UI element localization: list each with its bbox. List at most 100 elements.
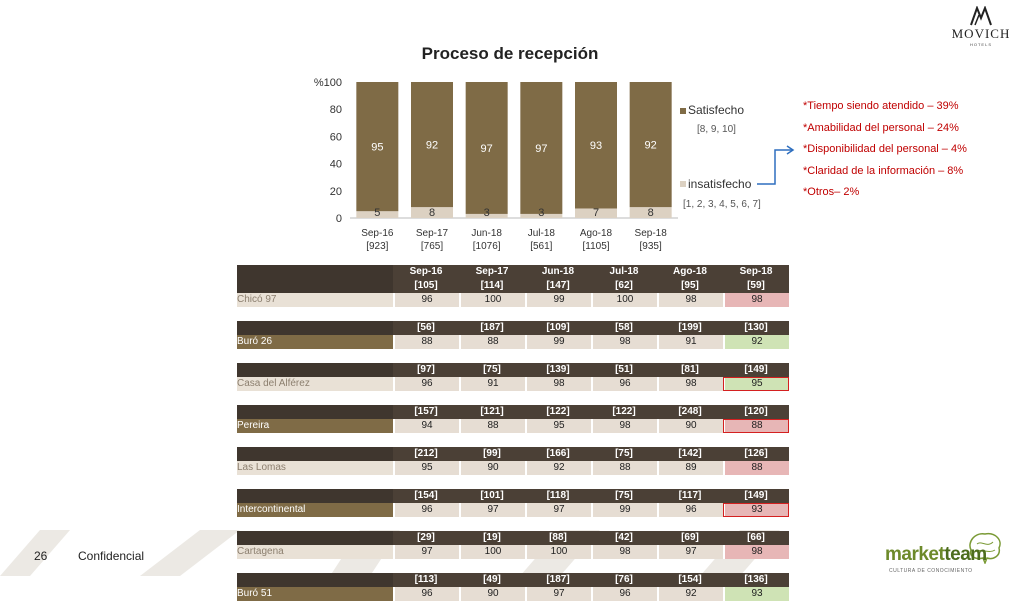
table-row: Las Lomas 95 90 92 88 89 88 — [237, 461, 789, 475]
row-n-value: [99] — [459, 447, 525, 461]
bar-satisfecho — [356, 82, 399, 212]
note-claridad: *Claridad de la información – 8% — [803, 165, 964, 177]
row-n-value: [117] — [657, 489, 723, 503]
row-n-value: [187] — [525, 573, 591, 587]
y-tick-label: 40 — [330, 159, 342, 171]
hotel-satisfaction-table: Sep-16 Sep-17 Jun-18 Jul-18 Ago-18 Sep-18 [105… — [237, 265, 789, 601]
row-n-value: [58] — [591, 321, 657, 335]
table-spacer-cell — [237, 391, 789, 405]
row-n-value: [49] — [459, 573, 525, 587]
row-n-value: [69] — [657, 531, 723, 545]
satisfaction-value: 97 — [657, 545, 723, 559]
x-tick-n-label: [1076] — [473, 241, 501, 252]
legend-satisfecho-swatch — [680, 108, 686, 114]
bar-insatisfecho — [356, 211, 399, 218]
table-header-empty — [237, 265, 393, 279]
y-tick-label: %100 — [314, 77, 342, 89]
table-n-row: [113] [49] [187] [76] [154] [136] — [237, 573, 789, 587]
satisfaction-value: 88 — [459, 335, 525, 349]
data-label-satisfecho: 92 — [426, 140, 438, 152]
row-n-value: [113] — [393, 573, 459, 587]
satisfaction-value: 92 — [525, 461, 591, 475]
satisfaction-value: 99 — [525, 335, 591, 349]
table-n-row-empty — [237, 573, 393, 587]
table-spacer-cell — [237, 559, 789, 573]
row-n-value: [75] — [591, 489, 657, 503]
data-label-insatisfecho: 8 — [648, 207, 654, 219]
y-tick-label: 60 — [330, 131, 342, 143]
row-n-value: [154] — [657, 573, 723, 587]
table-n-row: [29] [19] [88] [42] [69] [66] — [237, 531, 789, 545]
satisfaction-value: 97 — [525, 503, 591, 517]
marketteam-name: marketteam — [885, 544, 987, 566]
satisfaction-value: 96 — [393, 503, 459, 517]
row-n-value: [101] — [459, 489, 525, 503]
row-n-value: [121] — [459, 405, 525, 419]
satisfaction-value: 98 — [657, 377, 723, 391]
row-n-value: [109] — [525, 321, 591, 335]
data-label-satisfecho: 97 — [481, 143, 493, 155]
table-spacer — [237, 559, 789, 573]
satisfaction-value: 90 — [459, 587, 525, 601]
bar-insatisfecho — [465, 213, 508, 218]
table-spacer-cell — [237, 517, 789, 531]
column-header-n: [95] — [657, 279, 723, 293]
x-tick-label: Ago-18 — [580, 228, 613, 239]
legend-satisfecho-scale: [8, 9, 10] — [697, 124, 736, 135]
data-label-insatisfecho: 3 — [484, 207, 490, 219]
data-label-insatisfecho: 7 — [593, 207, 599, 219]
table-n-row: [97] [75] [139] [51] [81] [149] — [237, 363, 789, 377]
row-n-value: [66] — [723, 531, 789, 545]
hotel-name: Pereira — [237, 419, 393, 433]
column-header-n: [59] — [723, 279, 789, 293]
bar-insatisfecho — [411, 207, 453, 218]
satisfaction-value: 90 — [459, 461, 525, 475]
satisfaction-value: 95 — [393, 461, 459, 475]
table-n-row-empty — [237, 405, 393, 419]
row-n-value: [76] — [591, 573, 657, 587]
notes-arrow-icon — [757, 145, 795, 185]
table-n-row: [212] [99] [166] [75] [142] [126] — [237, 447, 789, 461]
row-n-value: [42] — [591, 531, 657, 545]
hotel-name: Las Lomas — [237, 461, 393, 475]
row-n-value: [75] — [459, 363, 525, 377]
bar-satisfecho — [465, 82, 508, 214]
row-n-value: [154] — [393, 489, 459, 503]
satisfaction-value: 95 — [723, 377, 789, 391]
row-n-value: [187] — [459, 321, 525, 335]
column-header-n: [105] — [393, 279, 459, 293]
marketteam-name-b: team — [944, 544, 987, 565]
bar-insatisfecho — [520, 213, 563, 218]
row-n-value: [199] — [657, 321, 723, 335]
hotel-name: Intercontinental — [237, 503, 393, 517]
satisfaction-value: 98 — [591, 419, 657, 433]
satisfaction-value: 98 — [723, 293, 789, 307]
hotel-name: Buró 51 — [237, 587, 393, 601]
column-header-n: [114] — [459, 279, 525, 293]
page-number: 26 — [34, 549, 48, 563]
note-amabilidad: *Amabilidad del personal – 24% — [803, 122, 959, 134]
legend-satisfecho-label: Satisfecho — [688, 103, 745, 117]
row-n-value: [157] — [393, 405, 459, 419]
note-disponibilidad: *Disponibilidad del personal – 4% — [803, 143, 967, 155]
x-tick-n-label: [923] — [366, 241, 388, 252]
satisfaction-value: 100 — [591, 293, 657, 307]
hotel-name: Chicó 97 — [237, 293, 393, 307]
satisfaction-value: 95 — [525, 419, 591, 433]
movich-brand-text: MOVICH — [951, 26, 1011, 41]
hotel-name: Buró 26 — [237, 335, 393, 349]
table-spacer — [237, 475, 789, 489]
row-n-value: [56] — [393, 321, 459, 335]
row-n-value: [122] — [525, 405, 591, 419]
data-label-insatisfecho: 3 — [538, 207, 544, 219]
chart-title: Proceso de recepción — [421, 44, 599, 63]
y-tick-label: 0 — [336, 213, 342, 225]
satisfaction-value: 96 — [393, 377, 459, 391]
table-header-row: Sep-16 Sep-17 Jun-18 Jul-18 Ago-18 Sep-18 — [237, 265, 789, 279]
satisfaction-value: 93 — [723, 503, 789, 517]
column-header-n: [147] — [525, 279, 591, 293]
satisfaction-value: 100 — [525, 545, 591, 559]
x-tick-label: Sep-18 — [635, 228, 668, 239]
row-n-value: [149] — [723, 363, 789, 377]
table-row: Pereira 94 88 95 98 90 88 — [237, 419, 789, 433]
